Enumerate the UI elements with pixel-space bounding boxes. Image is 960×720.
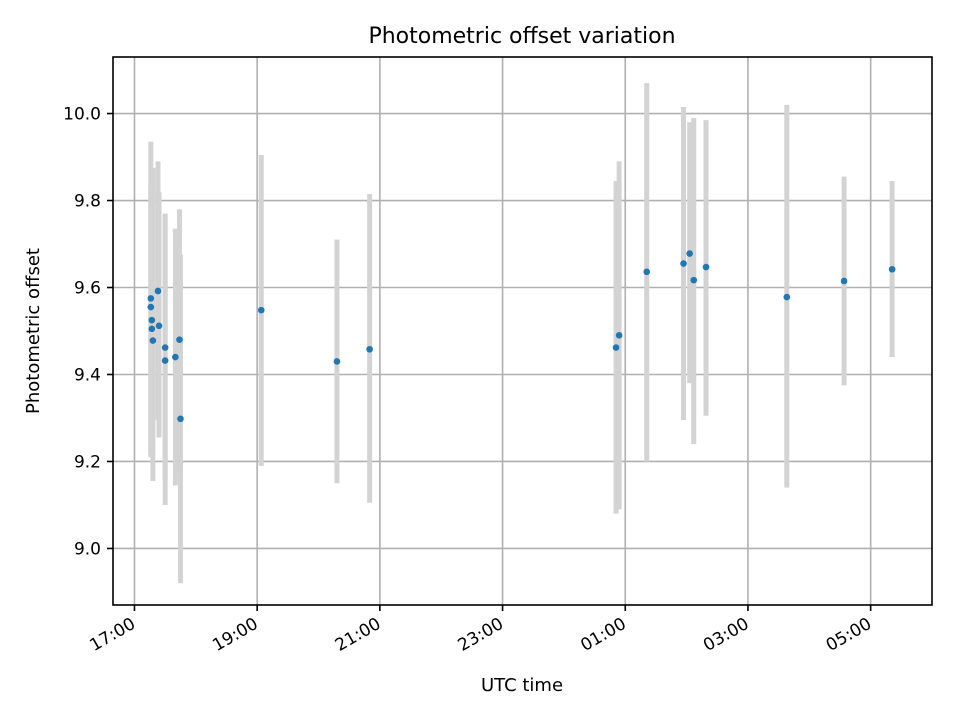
x-axis-label: UTC time	[481, 675, 563, 696]
y-tick-label: 10.0	[63, 105, 101, 125]
data-point	[257, 306, 265, 314]
data-point	[148, 325, 156, 333]
grid-layer	[113, 57, 932, 605]
data-point	[783, 293, 791, 301]
data-point	[147, 303, 155, 311]
data-point	[888, 265, 896, 273]
data-point	[154, 287, 162, 295]
data-point	[149, 337, 157, 344]
y-tick-label: 9.8	[74, 192, 101, 212]
chart-title: Photometric offset variation	[368, 24, 675, 49]
data-point	[172, 353, 179, 361]
plot-frame	[112, 56, 933, 606]
data-point	[840, 277, 848, 285]
y-tick-label: 9.2	[74, 452, 101, 472]
y-tick-label: 9.4	[74, 365, 101, 385]
y-tick-label: 9.6	[74, 279, 101, 299]
data-point	[680, 260, 687, 267]
data-point	[148, 316, 156, 324]
data-point	[366, 345, 373, 353]
data-point	[690, 276, 698, 284]
y-axis-label: Photometric offset	[23, 248, 44, 414]
data-point	[686, 250, 693, 257]
data-point	[643, 268, 651, 276]
data-point	[176, 336, 183, 343]
data-point	[333, 358, 341, 365]
data-point	[161, 357, 169, 364]
data-point	[612, 344, 620, 351]
data-point	[147, 295, 155, 302]
point-layer	[147, 250, 896, 423]
data-point	[177, 415, 184, 423]
data-point	[155, 322, 163, 330]
y-axis: 9.0 9.2 9.4 9.6 9.8 10.0	[63, 105, 113, 559]
data-point	[161, 344, 169, 351]
data-point	[702, 263, 710, 271]
data-point	[615, 332, 623, 339]
y-tick-label: 9.0	[74, 539, 101, 559]
